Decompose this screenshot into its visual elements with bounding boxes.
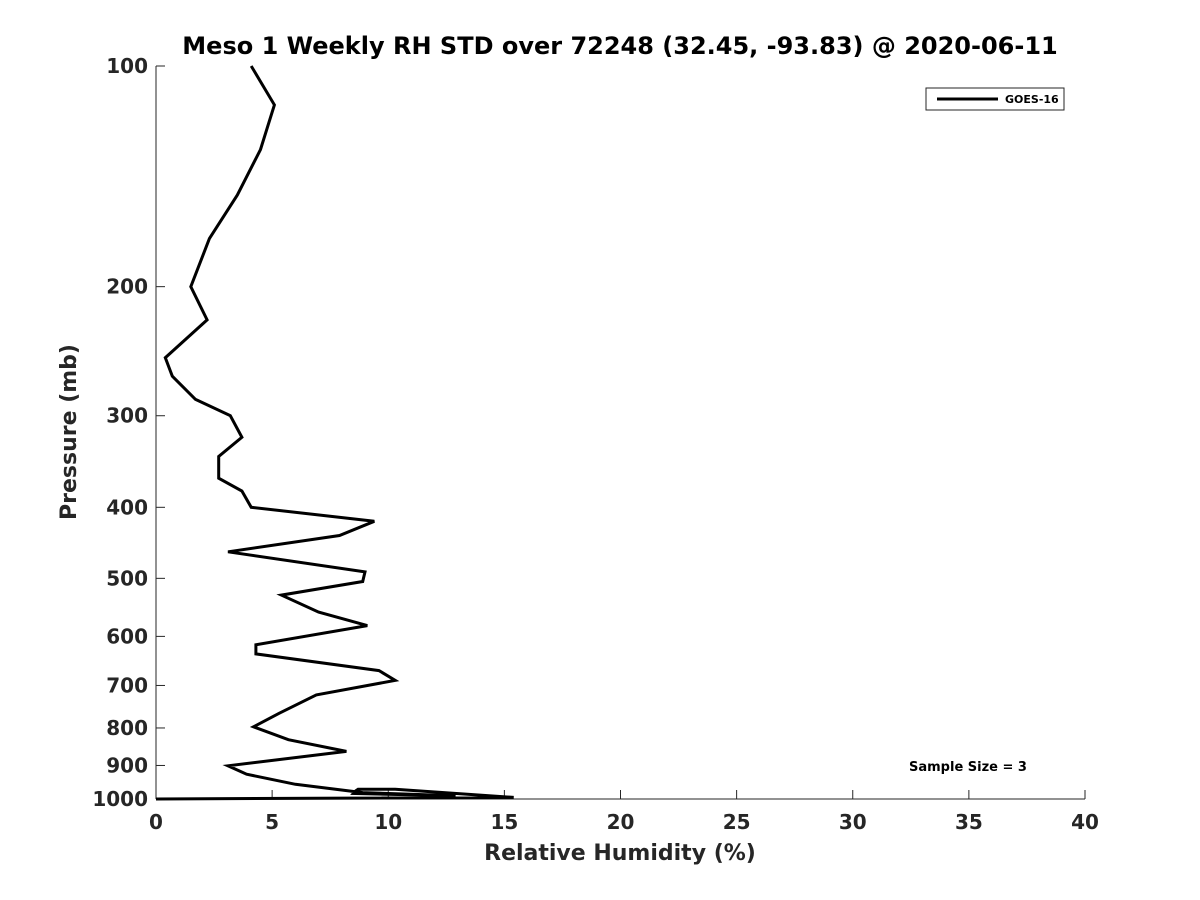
y-tick-label: 900 (106, 753, 148, 777)
x-tick-label: 15 (490, 810, 518, 834)
x-axis-title: Relative Humidity (%) (484, 841, 756, 866)
x-tick-label: 35 (955, 810, 983, 834)
y-tick-label: 100 (106, 54, 148, 78)
x-tick-label: 30 (839, 810, 867, 834)
x-tick-label: 20 (607, 810, 635, 834)
y-tick-label: 500 (106, 566, 148, 590)
x-ticks: 0 5 10 15 20 25 30 35 40 (149, 790, 1099, 834)
y-tick-label: 1000 (92, 787, 148, 811)
legend-label: GOES-16 (1005, 93, 1059, 106)
series-layer (155, 65, 514, 801)
x-tick-label: 40 (1071, 810, 1099, 834)
y-tick-label: 700 (106, 673, 148, 697)
series-line-1 (155, 65, 514, 801)
chart-title: Meso 1 Weekly RH STD over 72248 (32.45, … (182, 32, 1057, 60)
y-tick-label: 400 (106, 495, 148, 519)
legend: GOES-16 (925, 87, 1065, 111)
x-tick-label: 25 (723, 810, 751, 834)
y-tick-label: 600 (106, 624, 148, 648)
y-axis-title: Pressure (mb) (57, 344, 82, 520)
y-tick-label: 200 (106, 275, 148, 299)
y-ticks: 100 200 300 400 500 600 700 800 900 1000 (92, 54, 165, 811)
y-tick-label: 800 (106, 716, 148, 740)
y-tick-label: 300 (106, 404, 148, 428)
sample-size-annotation: Sample Size = 3 (909, 760, 1027, 775)
x-tick-label: 0 (149, 810, 163, 834)
x-tick-label: 5 (265, 810, 279, 834)
x-tick-label: 10 (374, 810, 402, 834)
